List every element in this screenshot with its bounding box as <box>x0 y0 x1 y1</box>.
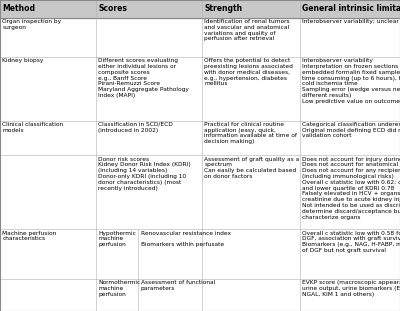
Text: Assessment of graft quality as a
spectrum
Can easily be calculated based
on dono: Assessment of graft quality as a spectru… <box>204 156 300 179</box>
Text: Assessment of functional
parameters: Assessment of functional parameters <box>141 281 215 291</box>
Bar <box>0 0 400 18</box>
Text: Renovascular resistance index

Biomarkers within perfusate: Renovascular resistance index Biomarkers… <box>141 231 231 247</box>
Text: EVKP score (macroscopic appearance, blood flow,
urine output, urine biomarkers (: EVKP score (macroscopic appearance, bloo… <box>302 281 400 297</box>
Text: Interobserver variability; unclear predictive value: Interobserver variability; unclear predi… <box>302 19 400 24</box>
Text: Offers the potential to detect
preexisting lesions associated
with donor medical: Offers the potential to detect preexisti… <box>204 58 293 86</box>
Text: Strength: Strength <box>204 4 242 13</box>
Text: Scores: Scores <box>98 4 127 13</box>
Text: Donor risk scores
Kidney Donor Risk Index (KDRI)
(including 14 variables)
Donor-: Donor risk scores Kidney Donor Risk Inde… <box>98 156 191 191</box>
Text: Overall c statistic low with 0.58 for prediction of
DGF, association with graft : Overall c statistic low with 0.58 for pr… <box>302 231 400 253</box>
Text: Clinical classification
models: Clinical classification models <box>2 122 64 132</box>
Text: Classification in SCD/ECD
(introduced in 2002): Classification in SCD/ECD (introduced in… <box>98 122 173 132</box>
Text: Normothermic
machine
perfusion: Normothermic machine perfusion <box>98 281 141 297</box>
Text: Method: Method <box>2 4 35 13</box>
Text: Hypothermic
machine
perfusion: Hypothermic machine perfusion <box>98 231 136 247</box>
Text: Practical for clinical routine
application (easy, quick,
information available a: Practical for clinical routine applicati… <box>204 122 297 144</box>
Text: Organ inspection by
surgeon: Organ inspection by surgeon <box>2 19 62 30</box>
Text: General intrinsic limitations: General intrinsic limitations <box>302 4 400 13</box>
Text: Categorical classification underestimating variability
Original model defining E: Categorical classification underestimati… <box>302 122 400 138</box>
Text: Different scores evaluating
either individual lesions or
composite scores
e.g., : Different scores evaluating either indiv… <box>98 58 189 98</box>
Text: Does not account for injury during procurement
Does not account for anatomical a: Does not account for injury during procu… <box>302 156 400 220</box>
Text: Machine perfusion
characteristics: Machine perfusion characteristics <box>2 231 57 241</box>
Text: Identification of renal tumors
and vascular and anatomical
variations and qualit: Identification of renal tumors and vascu… <box>204 19 290 41</box>
Text: Interobserver variability
Interpretation on frozen sections differ from paraffin: Interobserver variability Interpretation… <box>302 58 400 104</box>
Text: Kidney biopsy: Kidney biopsy <box>2 58 44 63</box>
